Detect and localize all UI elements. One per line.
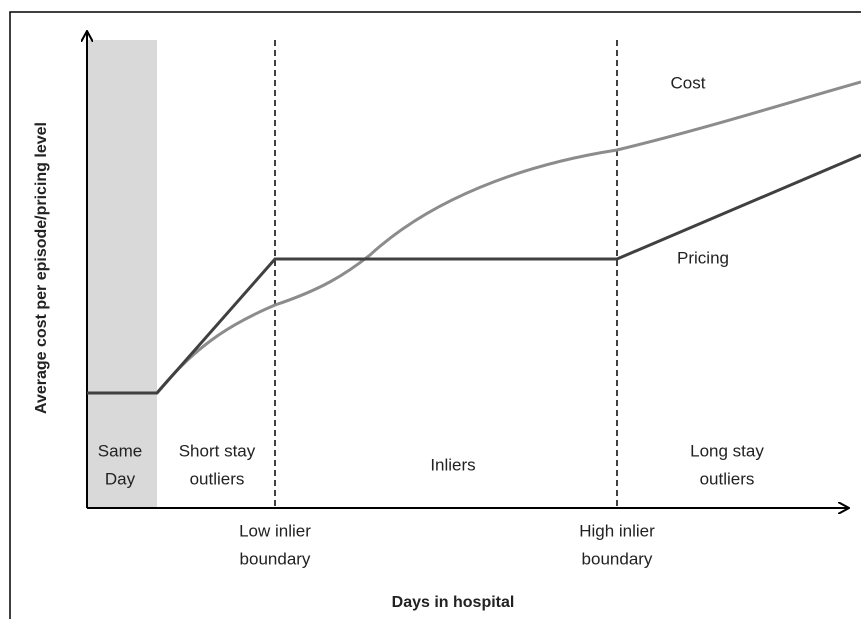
boundary-label: boundary <box>240 549 311 568</box>
region-label: outliers <box>700 469 755 488</box>
y-axis-label: Average cost per episode/pricing level <box>33 122 50 414</box>
pricing-label: Pricing <box>677 248 729 267</box>
cost-label: Cost <box>671 73 706 92</box>
cost-curve <box>155 80 861 394</box>
same-day-region <box>87 40 157 508</box>
region-label: outliers <box>190 469 245 488</box>
region-label: Same <box>98 441 142 460</box>
region-label: Long stay <box>690 441 764 460</box>
region-label: Inliers <box>430 455 475 474</box>
x-axis-label: Days in hospital <box>392 594 515 611</box>
region-label: Short stay <box>179 441 256 460</box>
frame <box>9 11 861 619</box>
pricing-line <box>87 153 861 395</box>
boundary-label: Low inlier <box>239 521 311 540</box>
region-label: Day <box>105 469 136 488</box>
boundary-label: High inlier <box>579 521 655 540</box>
boundary-label: boundary <box>582 549 653 568</box>
